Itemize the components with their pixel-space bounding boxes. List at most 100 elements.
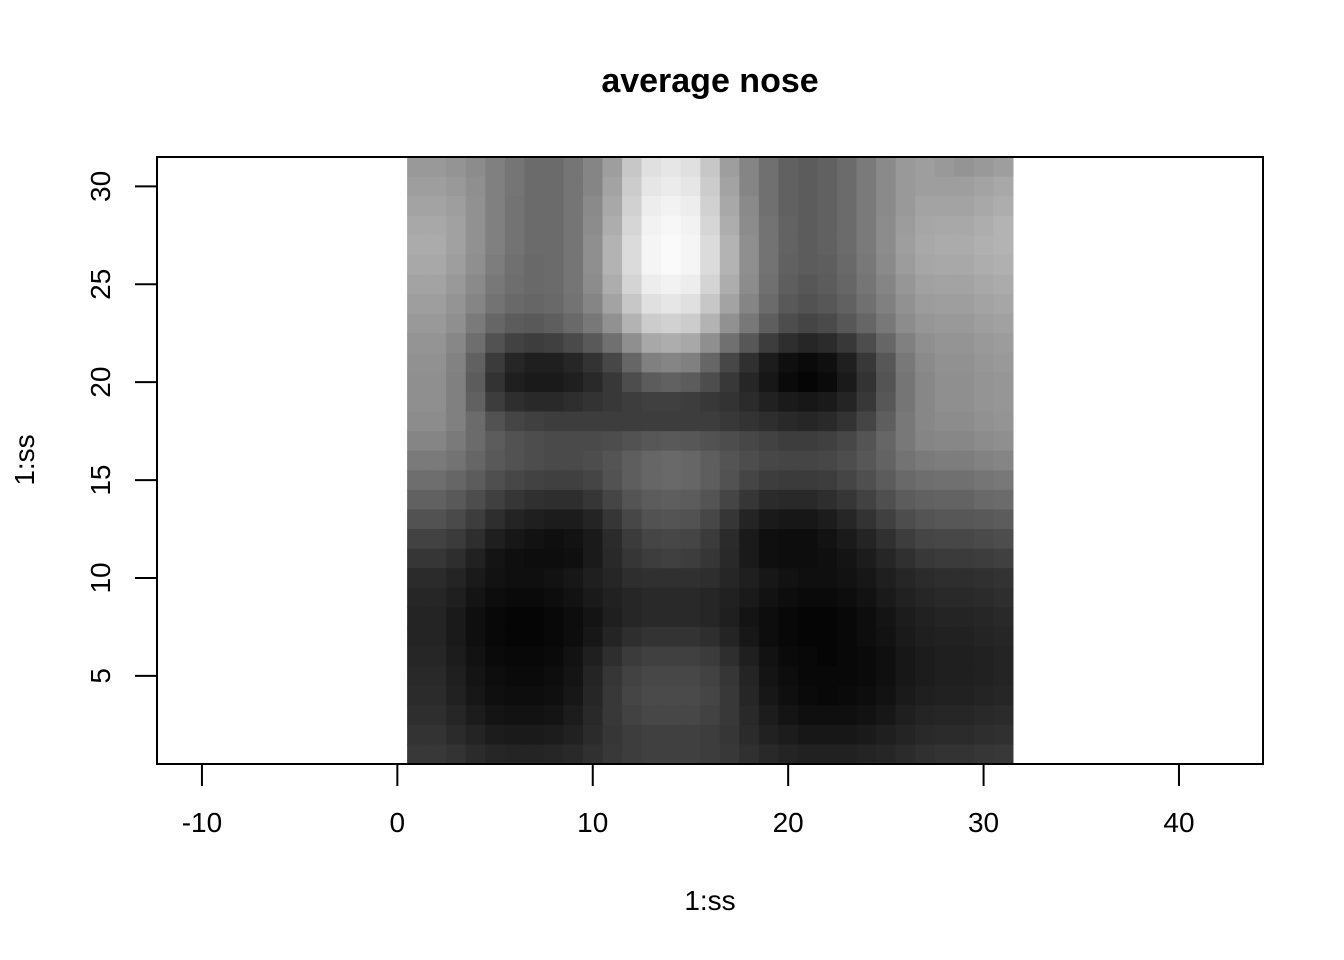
heatmap-cell [524, 235, 545, 256]
heatmap-cell [915, 489, 936, 511]
heatmap-cell [797, 352, 819, 373]
heatmap-cell [602, 157, 623, 178]
heatmap-cell [973, 587, 994, 608]
heatmap-cell [504, 352, 525, 373]
heatmap-cell [582, 391, 604, 413]
heatmap-cell [582, 333, 604, 354]
heatmap-cell [954, 489, 975, 511]
heatmap-cell [719, 724, 740, 746]
heatmap-cell [465, 666, 486, 687]
heatmap-cell [602, 626, 623, 648]
heatmap-cell [543, 176, 565, 197]
heatmap-cell [680, 529, 701, 550]
heatmap-cell [700, 587, 721, 608]
heatmap-cell [758, 724, 779, 746]
heatmap-cell [407, 352, 428, 373]
heatmap-cell [797, 235, 819, 256]
heatmap-cell [700, 294, 721, 315]
heatmap-cell [719, 744, 740, 765]
heatmap-cell [856, 431, 877, 452]
heatmap-cell [641, 274, 662, 295]
heatmap-cell [934, 215, 955, 236]
heatmap-cell [446, 196, 467, 217]
heatmap-cell [758, 626, 779, 648]
heatmap-cell [797, 489, 819, 511]
heatmap-cell [915, 705, 936, 726]
heatmap-cell [817, 391, 838, 413]
heatmap-cell [856, 470, 877, 491]
heatmap-cell [485, 313, 506, 334]
heatmap-cell [876, 666, 897, 687]
heatmap-cell [543, 529, 565, 550]
heatmap-cell [758, 176, 779, 197]
heatmap-cell [622, 568, 643, 589]
heatmap-cell [797, 666, 819, 687]
x-tick-label: 0 [390, 807, 406, 838]
heatmap-cell [758, 333, 779, 354]
heatmap-cell [915, 568, 936, 589]
heatmap-cell [876, 372, 897, 393]
heatmap-cell [465, 313, 486, 334]
heatmap-cell [837, 646, 858, 667]
heatmap-cell [622, 744, 643, 765]
heatmap-cell [543, 489, 565, 511]
heatmap-cell [817, 196, 838, 217]
heatmap-cell [758, 391, 779, 413]
heatmap-cell [641, 294, 662, 315]
heatmap-cell [876, 313, 897, 334]
heatmap-cell [778, 313, 799, 334]
heatmap-cell [876, 607, 897, 628]
heatmap-cell [563, 372, 584, 393]
heatmap-cell [856, 235, 877, 256]
heatmap-cell [817, 294, 838, 315]
heatmap-cell [504, 372, 525, 393]
heatmap-cell [954, 274, 975, 295]
heatmap-cell [622, 254, 643, 276]
heatmap-cell [856, 724, 877, 746]
heatmap-cell [973, 352, 994, 373]
heatmap-cell [582, 705, 604, 726]
heatmap-cell [719, 548, 740, 569]
heatmap-cell [426, 646, 447, 667]
heatmap-cell [446, 666, 467, 687]
heatmap-cell [856, 529, 877, 550]
heatmap-cell [407, 724, 428, 746]
heatmap-cell [758, 294, 779, 315]
heatmap-cell [719, 431, 740, 452]
heatmap-cell [719, 352, 740, 373]
heatmap-cell [485, 450, 506, 471]
heatmap-cell [876, 646, 897, 667]
heatmap-cell [426, 274, 447, 295]
heatmap-cell [700, 235, 721, 256]
heatmap-cell [739, 489, 760, 511]
heatmap-cell [954, 196, 975, 217]
heatmap-cell [543, 548, 565, 569]
heatmap-cell [817, 215, 838, 236]
heatmap-cell [407, 254, 428, 276]
heatmap-cell [719, 626, 740, 648]
heatmap-cell [407, 391, 428, 413]
heatmap-cell [739, 313, 760, 334]
heatmap-cell [582, 548, 604, 569]
heatmap-cell [465, 215, 486, 236]
heatmap-cell [817, 548, 838, 569]
heatmap-cell [719, 157, 740, 178]
heatmap-cell [895, 587, 916, 608]
heatmap-cell [485, 254, 506, 276]
heatmap-cell [876, 391, 897, 413]
x-tick-label: 20 [773, 807, 804, 838]
heatmap-cell [602, 489, 623, 511]
heatmap-cell [524, 215, 545, 236]
heatmap-cell [407, 294, 428, 315]
heatmap-cell [641, 685, 662, 706]
heatmap-cell [895, 176, 916, 197]
heatmap-cell [837, 705, 858, 726]
heatmap-cell [407, 313, 428, 334]
heatmap-cell [895, 626, 916, 648]
heatmap-cell [641, 509, 662, 530]
heatmap-cell [856, 548, 877, 569]
heatmap-cell [993, 215, 1014, 236]
heatmap-cell [485, 235, 506, 256]
x-tick-label: 10 [577, 807, 608, 838]
heatmap-cell [973, 176, 994, 197]
